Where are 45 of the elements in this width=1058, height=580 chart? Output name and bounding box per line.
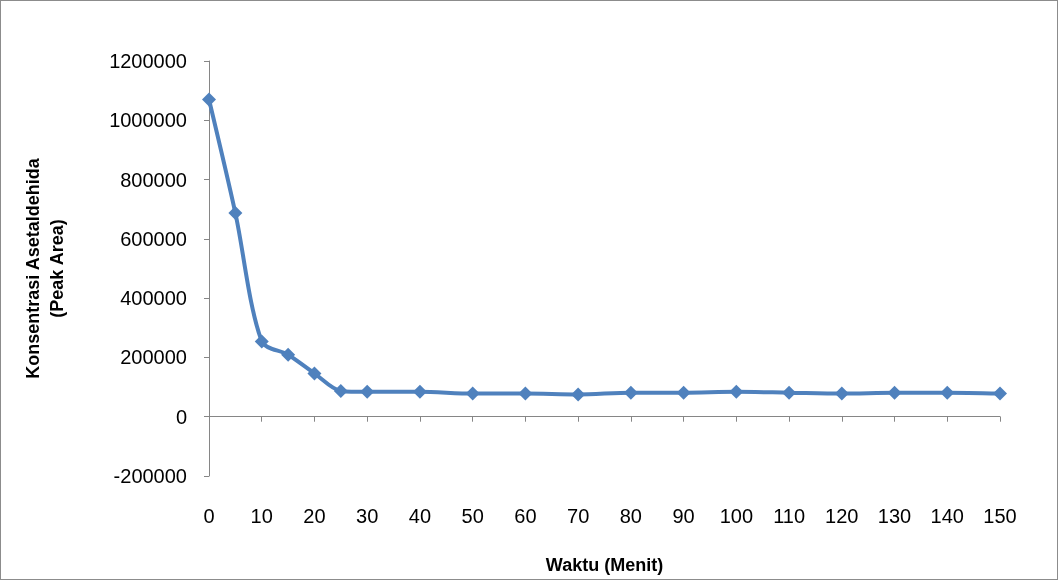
y-tick-label: 800000 [120,168,187,191]
y-axis-title: Konsentrasi Asetaldehida (Peak Area) [23,157,67,379]
x-tick-label: 20 [303,505,326,527]
y-tick-label: 0 [175,405,187,428]
point [307,366,322,381]
x-tick-label: 70 [567,505,590,527]
x-tick-label: 110 [773,505,806,527]
x-tick-label: 90 [672,505,695,527]
y-tick-label: 200000 [120,346,187,369]
point [940,385,955,400]
x-tick-label: 30 [356,505,379,527]
point [676,385,691,400]
point [834,386,849,401]
point [281,347,296,362]
point [254,334,269,349]
point [993,386,1007,401]
point [360,384,375,399]
x-tick-label: 130 [877,505,912,527]
point [518,386,533,401]
point [202,92,216,107]
x-tick-label: 10 [250,505,273,527]
x-tick-label: 80 [619,505,642,527]
y-tick-label: 400000 [120,287,187,310]
point [465,386,480,401]
y-tick-label: 600000 [120,227,187,250]
x-tick-label: 150 [983,505,1017,527]
point [571,387,586,402]
x-tick-label: 120 [825,505,859,527]
x-tick-label: 100 [719,505,754,527]
x-tick-label: 60 [514,505,537,527]
x-tick-label: 50 [461,505,484,527]
y-tick-label: 1200000 [109,50,187,72]
x-tick-label: 0 [203,505,215,527]
x-tick-label: 40 [408,505,432,527]
y-tick-label: 1000000 [109,109,187,132]
y-tick-label: -200000 [113,465,187,487]
x-axis-title: Waktu (Menit) [545,555,664,575]
point [623,385,638,400]
point [887,385,902,400]
point [782,385,797,400]
point [228,206,243,221]
point [412,384,427,399]
x-tick-label: 140 [930,505,964,527]
point [729,384,744,399]
point [333,383,348,398]
